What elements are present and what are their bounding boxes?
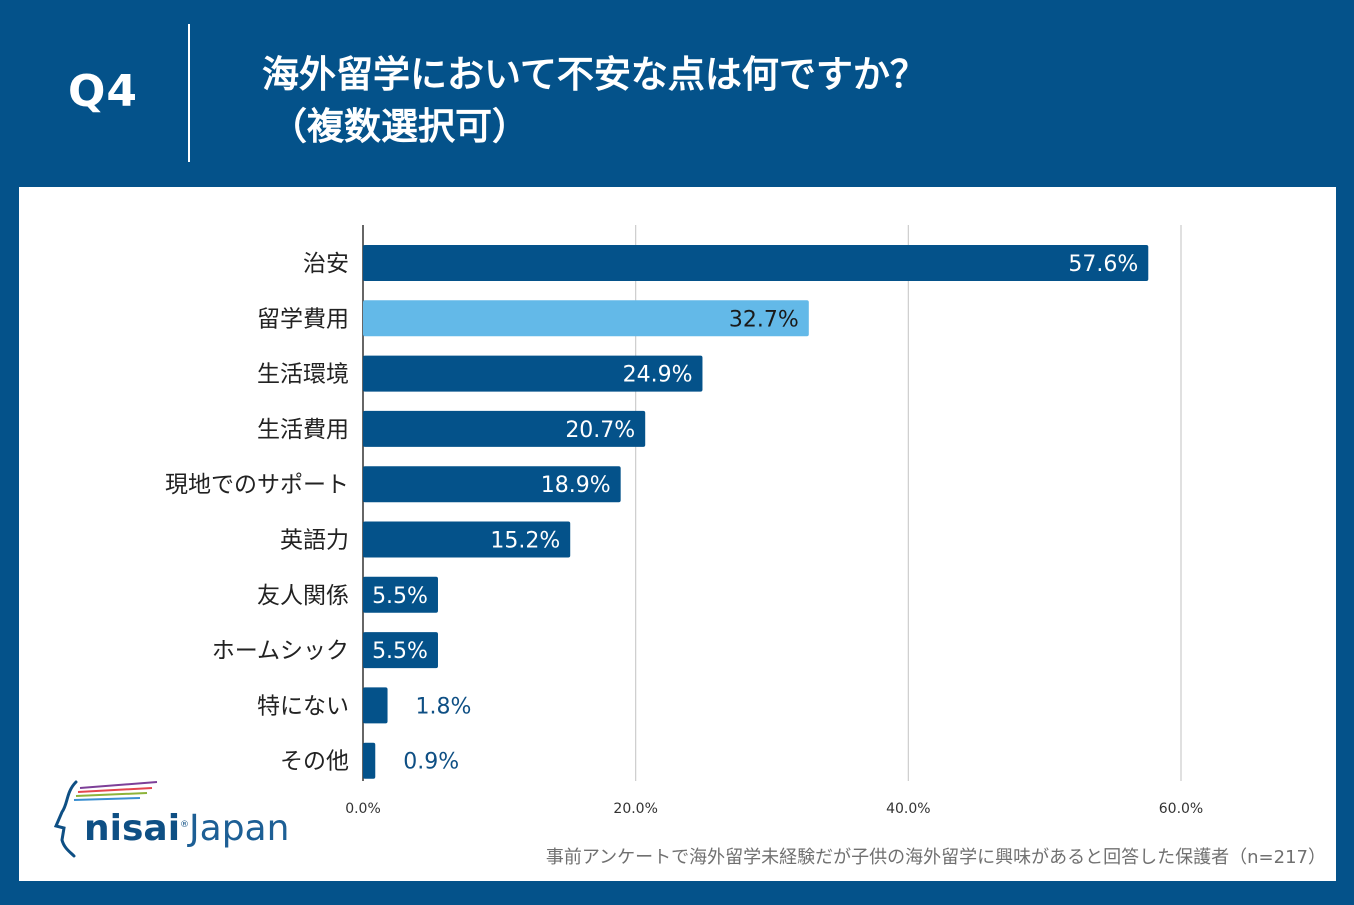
category-label: 生活費用	[257, 417, 349, 443]
data-label: 1.8%	[416, 694, 472, 719]
bar	[363, 410, 646, 447]
data-label: 18.9%	[541, 473, 611, 498]
bar	[363, 576, 438, 613]
x-tick-label: 0.0%	[345, 801, 381, 817]
bar	[363, 245, 1149, 281]
bar-chart: 0.0% 20.0% 40.0% 60.0% 治安 57.6% 留学費用 32.7% 生活環境 2…	[165, 225, 1203, 817]
bar	[363, 521, 571, 558]
nisai-japan-logo	[53, 780, 158, 858]
footnote: 事前アンケートで海外留学未経験だが子供の海外留学に興味があると回答した保護者（n…	[545, 847, 1326, 868]
category-label: 友人関係	[257, 583, 349, 609]
bar	[363, 687, 388, 724]
question-number: Q4	[68, 66, 139, 117]
bar	[363, 300, 809, 337]
data-label: 57.6%	[1068, 252, 1138, 277]
category-label: 現地でのサポート	[165, 472, 349, 498]
category-label: 生活環境	[257, 362, 349, 388]
chart-title: 海外留学において不安な点は何ですか？	[262, 53, 927, 96]
data-label: 0.9%	[403, 750, 459, 775]
x-tick-label: 20.0%	[613, 801, 657, 817]
logo-registered-mark: ®	[180, 820, 190, 830]
bar	[363, 632, 438, 669]
chart-subtitle: （複数選択可）	[270, 105, 529, 148]
logo-head-icon	[53, 780, 158, 858]
category-label: ホームシック	[212, 638, 349, 664]
header: Q4 海外留学において不安な点は何ですか？ （複数選択可）	[0, 0, 1354, 186]
logo-brand-light: Japan	[189, 808, 290, 849]
bar	[363, 355, 703, 392]
data-label: 24.9%	[623, 363, 693, 388]
chart-panel: 0.0% 20.0% 40.0% 60.0% 治安 57.6% 留学費用 32.7% 生活環境 2…	[19, 187, 1336, 881]
category-label: その他	[280, 749, 349, 775]
bar	[363, 742, 376, 779]
category-label: 特にない	[257, 693, 349, 719]
data-label: 32.7%	[729, 307, 799, 332]
bar	[363, 466, 621, 503]
x-tick-label: 60.0%	[1159, 801, 1203, 817]
category-label: 英語力	[280, 528, 349, 554]
x-tick-label: 40.0%	[886, 801, 930, 817]
logo-brand-bold: nisai	[84, 808, 181, 849]
data-label: 20.7%	[565, 418, 635, 443]
logo-wordmark: nisai®Japan	[84, 808, 289, 849]
category-label: 留学費用	[257, 306, 349, 332]
data-label: 5.5%	[372, 584, 428, 609]
header-divider	[188, 24, 190, 162]
data-label: 15.2%	[490, 529, 560, 554]
category-label: 治安	[303, 251, 349, 277]
data-label: 5.5%	[372, 639, 428, 664]
